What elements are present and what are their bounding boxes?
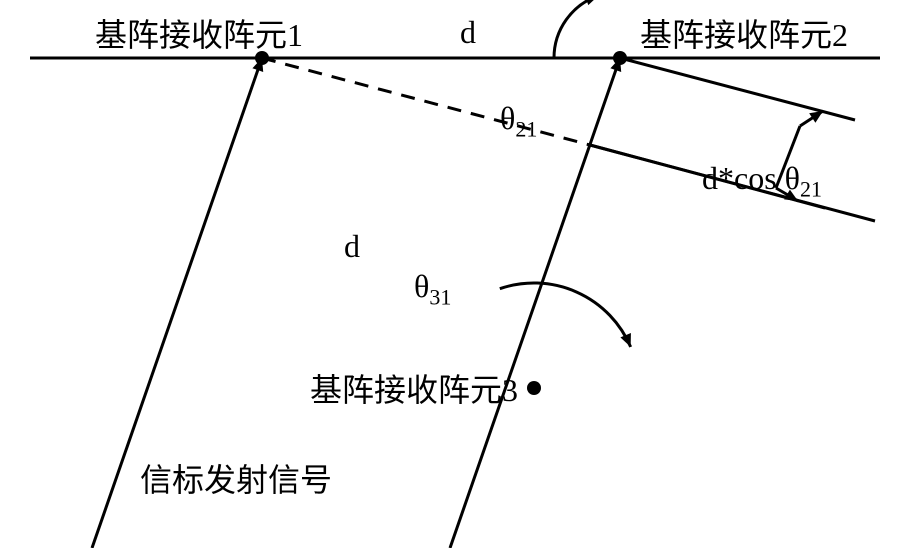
label-elem1-text: 基阵接收阵元1 [95,17,303,53]
label-elem3: 基阵接收阵元3 [310,365,518,411]
label-elem1: 基阵接收阵元1 [95,10,303,56]
dcos-base: θ [785,160,800,196]
dcos-sub: 21 [800,176,822,201]
label-theta21: θ21 [500,100,537,142]
theta21-sub: 21 [515,116,537,141]
theta31-sub: 31 [429,284,451,309]
theta31-base: θ [414,268,429,304]
label-elem3-text: 基阵接收阵元3 [310,372,518,408]
label-signal: 信标发射信号 [140,455,332,501]
theta21-base: θ [500,100,515,136]
label-dcos: d*cos θ21 [702,160,822,202]
label-d-mid: d [344,228,360,265]
label-signal-text: 信标发射信号 [140,462,332,498]
label-theta31: θ31 [414,268,451,310]
label-elem2: 基阵接收阵元2 [640,10,848,56]
dcos-pre: d*cos [702,160,777,196]
label-d-top-text: d [460,14,476,50]
label-d-top: d [460,14,476,51]
label-d-mid-text: d [344,228,360,264]
label-elem2-text: 基阵接收阵元2 [640,17,848,53]
